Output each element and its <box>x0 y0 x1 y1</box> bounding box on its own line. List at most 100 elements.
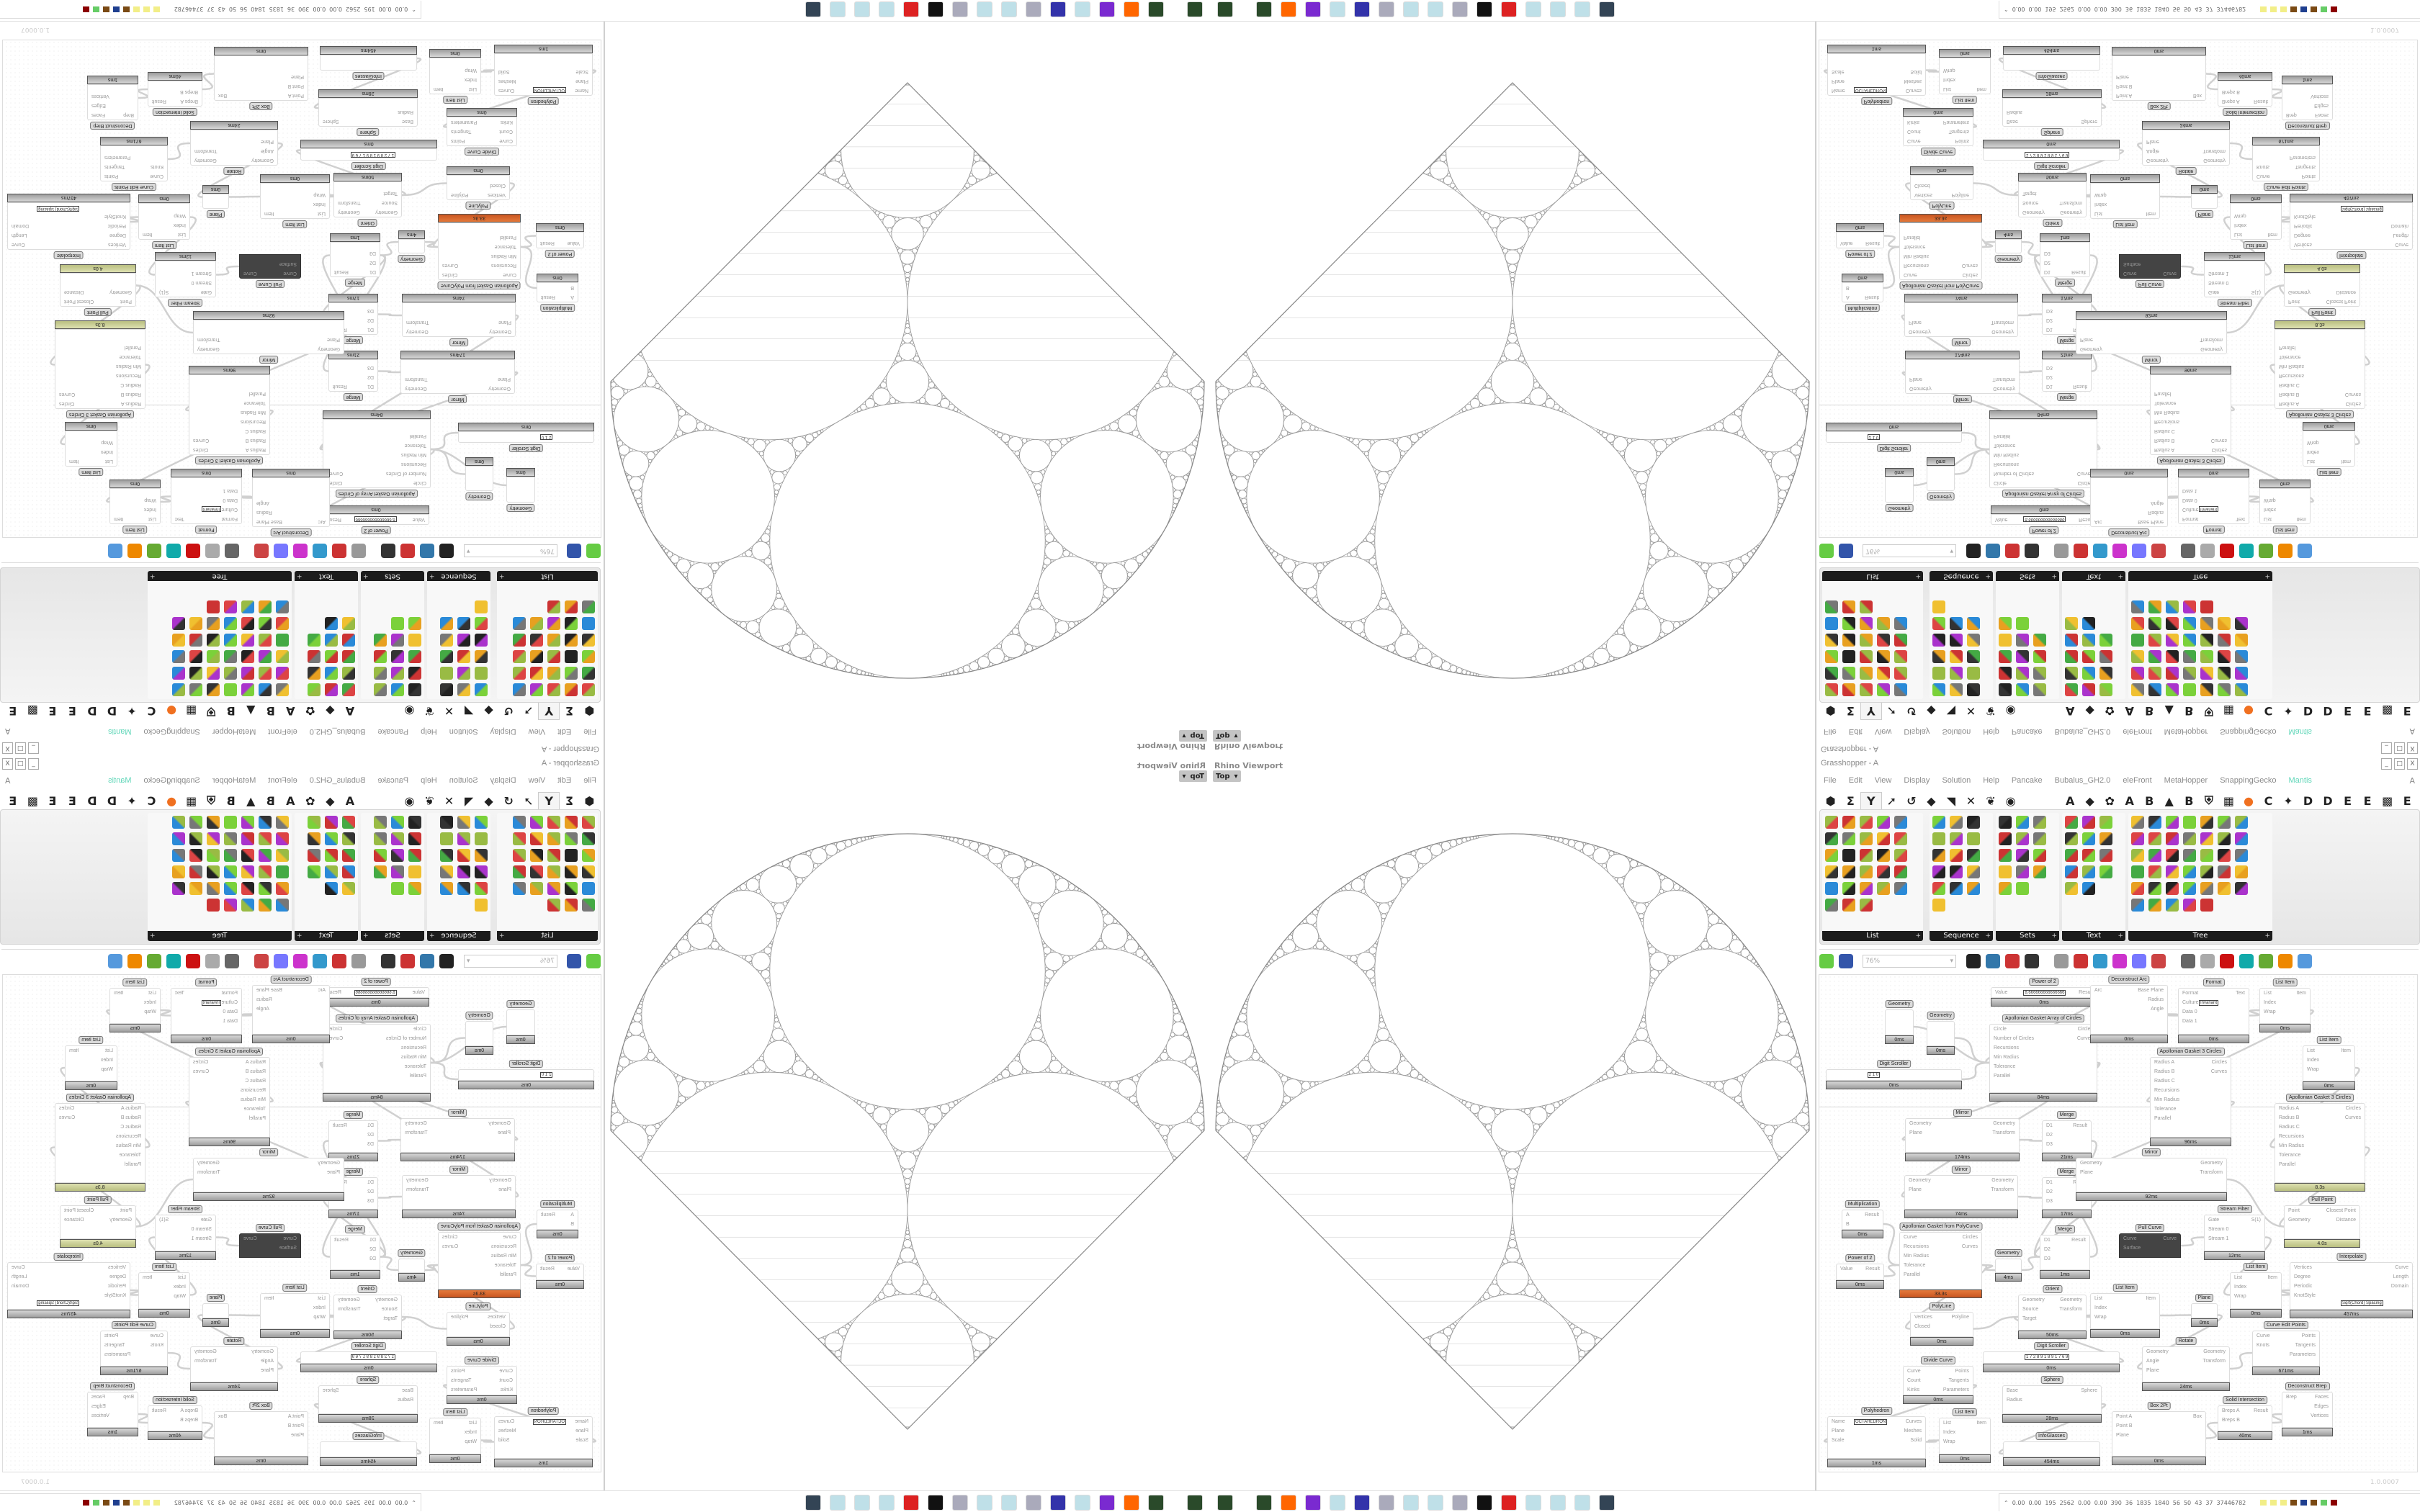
menu-item-display[interactable]: Display <box>490 727 516 736</box>
component-node[interactable]: Value Result 8.666666666666666 Power of 2 0m… <box>1991 978 2097 1007</box>
tab-11[interactable]: ✦ <box>2283 704 2293 719</box>
view-selector-button[interactable]: Top ▾ <box>1213 730 1241 742</box>
component-icon[interactable] <box>1932 683 1945 696</box>
component-icon[interactable] <box>2148 865 2161 878</box>
output-port-label[interactable]: Text <box>175 991 184 996</box>
component-node[interactable]: Format Culture Data 0 Data 1 Text Invariant Fo… <box>2178 978 2249 1043</box>
input-port-label[interactable]: Parallel <box>2279 345 2296 350</box>
panel-group-label[interactable]: Sequence + <box>1930 571 1993 581</box>
component-node[interactable]: List Index Wrap Item List Item 0ms <box>109 978 161 1032</box>
component-icon[interactable] <box>172 683 185 696</box>
output-port-label[interactable]: Parameters <box>2289 155 2316 160</box>
output-port-label[interactable]: Transform <box>338 200 361 205</box>
input-port-label[interactable]: D2 <box>2044 260 2051 265</box>
component-icon[interactable] <box>276 816 289 829</box>
component-icon[interactable] <box>1877 634 1890 647</box>
email-icon[interactable] <box>2054 544 2069 558</box>
input-port-label[interactable]: Index <box>2094 1305 2107 1310</box>
component-node[interactable]: D1 D2 D3 Result Merge 1ms <box>2040 233 2090 287</box>
component-node[interactable]: 2 1 0 Digit Scroller 0ms <box>1826 1060 1962 1089</box>
node-body[interactable] <box>320 55 417 71</box>
component-node[interactable]: List Index Wrap Item List Item 0ms <box>429 49 481 104</box>
node-body[interactable]: Curve Recursions Min Radius Tolerance Parall… <box>1899 222 1982 280</box>
gear-red-icon[interactable] <box>1501 1 1517 17</box>
input-port-label[interactable]: Breps A <box>2222 1408 2240 1413</box>
component-icon[interactable] <box>547 816 560 829</box>
component-node[interactable]: Geometry Angle Plane Geometry Transform Rotat… <box>190 121 278 175</box>
tab-5[interactable]: ▲ <box>2164 704 2174 719</box>
component-icon[interactable] <box>2082 617 2095 630</box>
tab-17[interactable]: E <box>2403 793 2411 808</box>
input-port-label[interactable]: List <box>2094 1296 2102 1301</box>
node-body[interactable]: Arc Base Plane Radius Angle <box>252 985 330 1035</box>
output-port-label[interactable]: Curves <box>1905 1419 1922 1424</box>
input-port-label[interactable]: Circle <box>1994 1027 2007 1032</box>
input-port-label[interactable]: Scale <box>1832 1438 1845 1443</box>
node-value-field[interactable]: 2 1 0 <box>539 434 553 440</box>
output-port-label[interactable]: Distance <box>2336 1218 2356 1223</box>
node-body[interactable]: List Index Wrap Item <box>138 203 190 240</box>
component-node[interactable]: Geometry Plane Geometry Transform Mirror 74ms <box>1904 294 2018 346</box>
component-icon[interactable] <box>2082 634 2095 647</box>
component-icon[interactable] <box>1932 667 1945 680</box>
component-icon[interactable] <box>513 617 526 630</box>
component-node[interactable]: List Index Wrap Item List Item 0ms <box>2090 174 2160 228</box>
node-body[interactable]: Point Geometry Closest Point Distance <box>2284 1205 2360 1239</box>
input-port-label[interactable]: D3 <box>2046 308 2053 313</box>
input-port-label[interactable]: Radius A <box>120 401 141 406</box>
output-port-label[interactable]: Geometry <box>197 346 220 351</box>
component-icon[interactable] <box>408 683 421 696</box>
input-port-label[interactable]: Surface <box>2123 261 2141 266</box>
component-icon[interactable] <box>2016 634 2029 647</box>
component-icon[interactable] <box>2148 634 2161 647</box>
notepad-icon[interactable] <box>1525 1 1541 17</box>
output-port-label[interactable]: Domain <box>2390 223 2408 228</box>
input-port-label[interactable]: Gate <box>200 289 212 294</box>
component-node[interactable]: Geometry Source Target Geometry Transform Ori… <box>333 1285 402 1339</box>
input-port-label[interactable]: KnotStyle <box>2294 1293 2316 1298</box>
output-port-label[interactable]: Circles <box>2345 401 2361 406</box>
email-icon[interactable] <box>351 954 366 968</box>
server-icon[interactable] <box>1217 1 1233 17</box>
chevron-up-icon[interactable]: ⌃ <box>2004 6 2009 13</box>
component-icon[interactable] <box>224 683 237 696</box>
expand-icon[interactable]: + <box>1985 932 1991 940</box>
component-icon[interactable] <box>2131 650 2144 663</box>
input-port-label[interactable]: Min Radius <box>490 253 516 258</box>
component-icon[interactable] <box>189 617 202 630</box>
node-body[interactable]: Curve Surface Curve <box>239 254 301 279</box>
component-icon[interactable] <box>207 882 220 895</box>
input-port-label[interactable]: Curve <box>150 174 163 179</box>
component-icon[interactable] <box>513 634 526 647</box>
input-port-label[interactable]: B <box>1846 1222 1850 1227</box>
sphere-icon[interactable] <box>108 954 122 968</box>
input-port-label[interactable]: Min Radius <box>1904 253 1930 258</box>
component-node[interactable]: Circle Number of Circles Recursions Min Rad… <box>323 1014 431 1102</box>
notepad-icon[interactable] <box>879 1 895 17</box>
input-port-label[interactable]: Index <box>2307 1058 2320 1063</box>
zoom-input[interactable]: 76% ▾ <box>464 955 557 968</box>
input-port-label[interactable]: List <box>469 1421 477 1426</box>
component-icon[interactable] <box>1932 617 1945 630</box>
input-port-label[interactable]: D2 <box>369 260 376 265</box>
menu-item-metahopper[interactable]: MetaHopper <box>212 727 256 736</box>
component-node[interactable]: Point A Point B Plane Box Box 2Pt 0ms <box>214 47 308 110</box>
node-body[interactable]: Geometry Plane Geometry Transform <box>402 302 516 337</box>
component-icon[interactable] <box>475 816 488 829</box>
input-port-label[interactable]: Tolerance <box>1904 1263 1926 1268</box>
component-icon[interactable] <box>2099 683 2112 696</box>
component-node[interactable]: Base Radius Sphere Sphere 28ms <box>2002 89 2102 136</box>
component-icon[interactable] <box>374 816 387 829</box>
tab-icon[interactable]: Σ <box>565 704 574 719</box>
node-body[interactable]: Format Culture Data 0 Data 1 Text Invariant <box>171 477 242 524</box>
component-icon[interactable] <box>2183 849 2196 862</box>
output-port-label[interactable]: Item <box>114 991 124 996</box>
tab-5[interactable]: ▲ <box>2164 793 2174 808</box>
input-port-label[interactable]: Plane <box>2146 139 2159 144</box>
rhino-viewport[interactable]: Rhino Viewport Top ▾ <box>1210 22 1816 756</box>
component-icon[interactable] <box>207 832 220 845</box>
component-node[interactable]: Format Culture Data 0 Data 1 Text Invariant Fo… <box>171 469 242 534</box>
green-icon[interactable] <box>2278 544 2293 558</box>
bulb-icon[interactable] <box>254 954 269 968</box>
output-port-label[interactable]: Result <box>2254 1408 2268 1413</box>
